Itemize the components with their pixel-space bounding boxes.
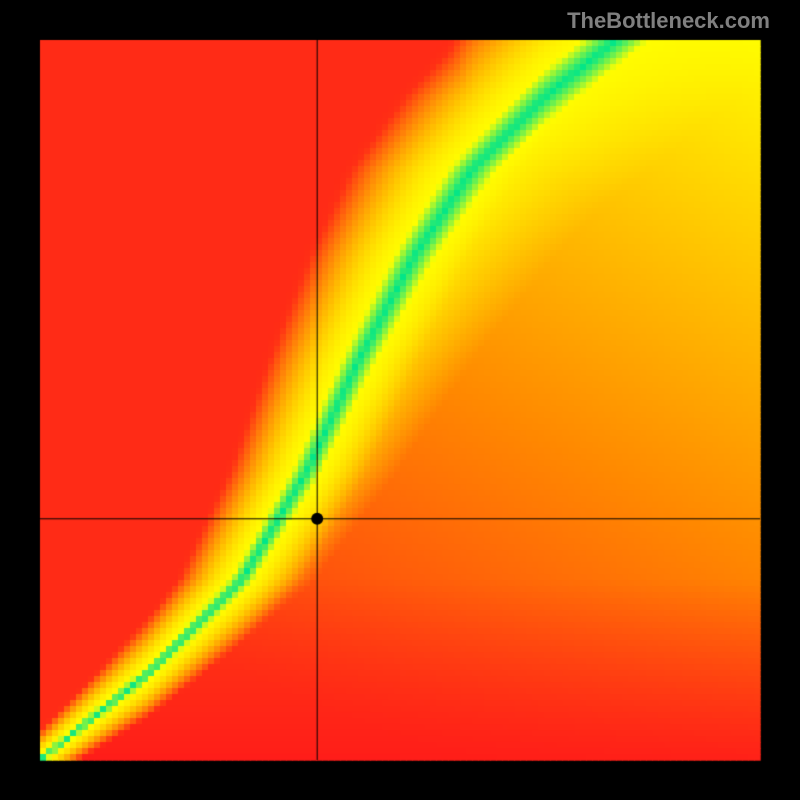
chart-container: TheBottleneck.com — [0, 0, 800, 800]
watermark-text: TheBottleneck.com — [567, 8, 770, 34]
heatmap-canvas — [0, 0, 800, 800]
